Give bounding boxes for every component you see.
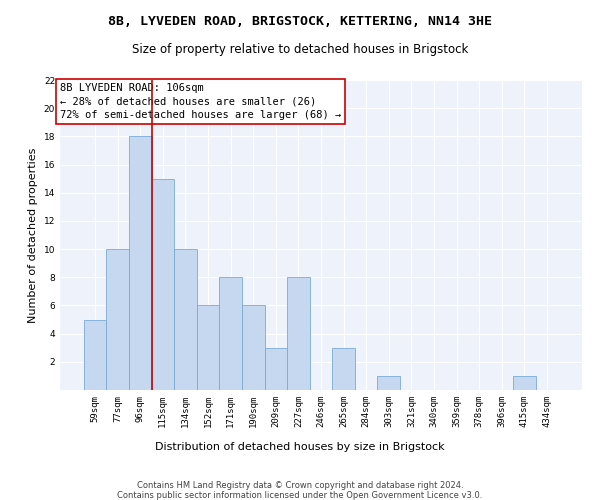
Bar [513, 376, 536, 390]
Bar [174, 249, 197, 390]
Bar [106, 249, 129, 390]
Text: 8B LYVEDEN ROAD: 106sqm
← 28% of detached houses are smaller (26)
72% of semi-de: 8B LYVEDEN ROAD: 106sqm ← 28% of detache… [60, 83, 341, 120]
Bar [129, 136, 152, 390]
Bar [287, 278, 310, 390]
Bar [197, 306, 220, 390]
Text: 8B, LYVEDEN ROAD, BRIGSTOCK, KETTERING, NN14 3HE: 8B, LYVEDEN ROAD, BRIGSTOCK, KETTERING, … [108, 15, 492, 28]
Bar [220, 278, 242, 390]
Text: Contains HM Land Registry data © Crown copyright and database right 2024.
Contai: Contains HM Land Registry data © Crown c… [118, 480, 482, 500]
Bar [242, 306, 265, 390]
Bar [377, 376, 400, 390]
Text: Size of property relative to detached houses in Brigstock: Size of property relative to detached ho… [132, 42, 468, 56]
Bar [265, 348, 287, 390]
Text: Distribution of detached houses by size in Brigstock: Distribution of detached houses by size … [155, 442, 445, 452]
Bar [152, 178, 174, 390]
Bar [332, 348, 355, 390]
Bar [84, 320, 106, 390]
Y-axis label: Number of detached properties: Number of detached properties [28, 148, 38, 322]
